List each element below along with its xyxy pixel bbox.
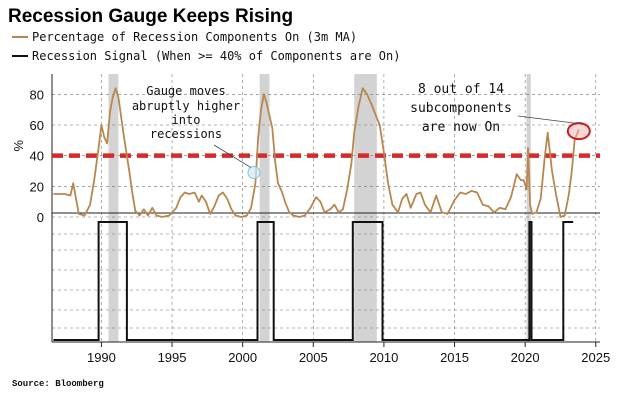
recession-bands: [108, 74, 531, 342]
x-tick-label-2000: 2000: [228, 350, 257, 365]
recession-band-1: [259, 74, 270, 342]
x-tick-label-2025: 2025: [581, 350, 610, 365]
series-line-gauge: [53, 87, 580, 218]
annotation-gauge-line-3: into: [172, 113, 201, 127]
annotation-gauge-line-1: Gauge moves: [146, 84, 225, 98]
series-line-signal: [53, 221, 574, 341]
chart-title: Recession Gauge Keeps Rising: [8, 6, 293, 27]
annotation-components: 8 out of 14 subcomponents are now On: [410, 82, 512, 135]
x-tick-label-1995: 1995: [158, 350, 187, 365]
marker-gauge: [247, 166, 261, 180]
y-tick-label-40: 40: [30, 149, 44, 164]
recession-band-0: [108, 74, 119, 342]
series-layer: [53, 87, 580, 341]
x-tick-label-1990: 1990: [87, 350, 116, 365]
annotation-gauge: Gauge moves abruptly higher into recessi…: [132, 84, 240, 141]
y-axis-label: %: [11, 140, 26, 152]
recession-band-2: [354, 74, 377, 342]
marker-components: [566, 122, 591, 141]
annotation-components-line-1: 8 out of 14: [418, 82, 504, 97]
annotation-gauge-line-2: abruptly higher: [132, 99, 240, 113]
annotation-gauge-line-4: recessions: [150, 127, 222, 141]
x-tick-label-2015: 2015: [440, 350, 469, 365]
legend-label-signal: Recession Signal (When >= 40% of Compone…: [32, 49, 400, 63]
recession-band-3: [526, 74, 531, 342]
y-tick-label-0: 0: [37, 210, 44, 225]
axis-ticks: 0 20 40 60 80 1990 1995 2000 2005 2010 2015 2020 202…: [30, 87, 611, 365]
plot-frame: [51, 74, 600, 343]
leader-gauge: [213, 144, 252, 168]
legend-label-gauge: Percentage of Recession Components On (3…: [32, 30, 357, 44]
annotation-components-line-2: subcomponents: [410, 101, 512, 116]
x-tick-label-2020: 2020: [511, 350, 540, 365]
y-tick-label-60: 60: [30, 118, 44, 133]
annotation-components-line-3: are now On: [422, 120, 500, 135]
leader-components: [517, 115, 583, 125]
gridlines: [52, 74, 600, 342]
y-tick-label-80: 80: [30, 87, 44, 102]
x-tick-label-2010: 2010: [369, 350, 398, 365]
annotation-markers: [213, 115, 591, 180]
x-tick-label-2005: 2005: [299, 350, 328, 365]
y-tick-label-20: 20: [30, 179, 44, 194]
source-note: Source: Bloomberg: [12, 379, 104, 389]
